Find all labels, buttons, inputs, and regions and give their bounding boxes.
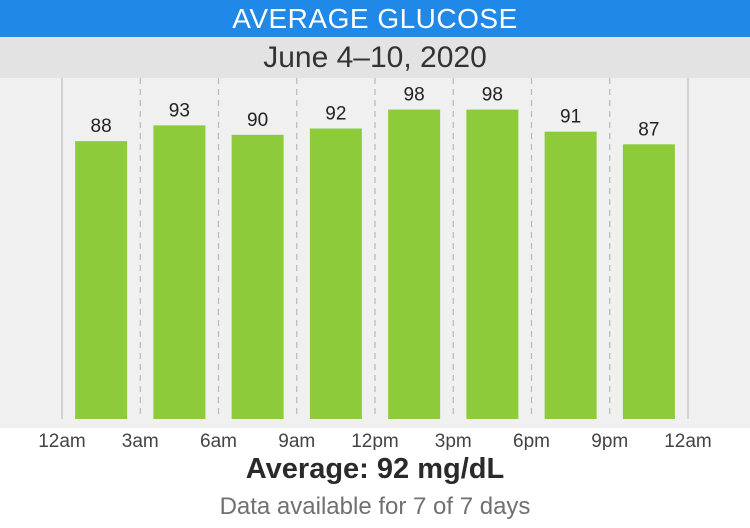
bar: [466, 109, 519, 420]
date-range: June 4–10, 2020: [0, 37, 750, 78]
chart-title: AVERAGE GLUCOSE: [0, 0, 750, 37]
bar: [75, 141, 128, 420]
bar-chart: 88 93 90 92 98 98 91 87 12am 3am 6am 9am 12pm 3pm 6pm 9…: [38, 78, 712, 450]
bar: [544, 131, 597, 419]
bar: [309, 128, 362, 419]
bar-value-label: 91: [560, 107, 581, 128]
bar-value-label: 92: [325, 104, 346, 125]
x-tick-label: 6am: [200, 431, 237, 450]
x-tick-label: 3pm: [435, 431, 472, 450]
bar-value-label: 98: [404, 85, 425, 106]
bar-value-label: 93: [169, 100, 190, 121]
bar-value-label: 87: [638, 119, 659, 140]
bar-value-label: 90: [247, 110, 268, 131]
x-tick-label: 6pm: [513, 431, 550, 450]
x-tick-label: 9pm: [591, 431, 628, 450]
x-tick-label: 9am: [278, 431, 315, 450]
data-availability: Data available for 7 of 7 days: [219, 493, 531, 520]
bar: [153, 125, 206, 419]
bar: [388, 109, 441, 420]
bar: [622, 144, 675, 420]
x-tick-label: 12am: [664, 431, 712, 450]
x-tick-label: 12am: [38, 431, 86, 450]
x-tick-label: 3am: [122, 431, 159, 450]
average-summary: Average: 92 mg/dL: [245, 453, 505, 485]
x-tick-label: 12pm: [351, 431, 399, 450]
bar-value-label: 98: [482, 85, 503, 106]
bar-value-label: 88: [91, 116, 112, 137]
bar: [231, 134, 284, 420]
